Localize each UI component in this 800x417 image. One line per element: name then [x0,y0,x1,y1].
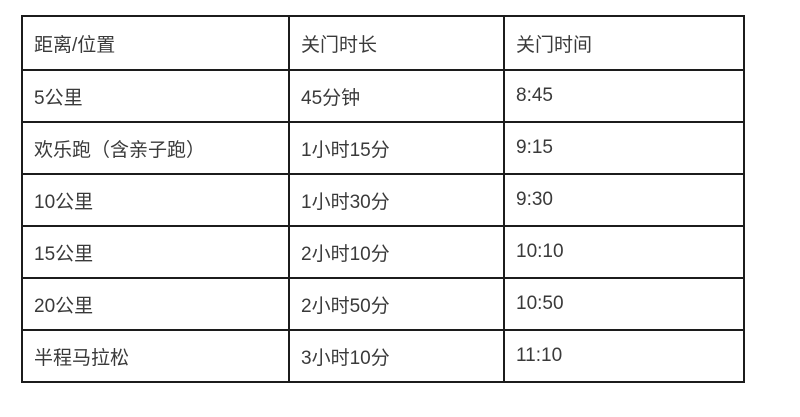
table-row: 半程马拉松 3小时10分 11:10 [21,329,745,383]
cell-distance: 5公里 [21,69,290,123]
header-cell-time: 关门时间 [503,15,745,71]
cell-duration: 1小时15分 [288,121,505,175]
cell-duration: 45分钟 [288,69,505,123]
header-cell-distance: 距离/位置 [21,15,290,71]
cell-time: 8:45 [503,69,745,123]
cell-distance: 半程马拉松 [21,329,290,383]
gate-closing-table: 距离/位置 关门时长 关门时间 5公里 45分钟 8:45 欢乐跑（含亲子跑） … [21,15,745,383]
table-row: 20公里 2小时50分 10:50 [21,277,745,331]
header-cell-duration: 关门时长 [288,15,505,71]
cell-distance: 20公里 [21,277,290,331]
cell-duration: 3小时10分 [288,329,505,383]
table-row: 5公里 45分钟 8:45 [21,69,745,123]
cell-distance: 10公里 [21,173,290,227]
cell-distance: 欢乐跑（含亲子跑） [21,121,290,175]
table-header-row: 距离/位置 关门时长 关门时间 [21,15,745,71]
cell-time: 10:10 [503,225,745,279]
cell-time: 10:50 [503,277,745,331]
cell-distance: 15公里 [21,225,290,279]
table-row: 10公里 1小时30分 9:30 [21,173,745,227]
table-row: 15公里 2小时10分 10:10 [21,225,745,279]
cell-time: 9:15 [503,121,745,175]
cell-duration: 2小时50分 [288,277,505,331]
table-row: 欢乐跑（含亲子跑） 1小时15分 9:15 [21,121,745,175]
cell-time: 9:30 [503,173,745,227]
cell-time: 11:10 [503,329,745,383]
cell-duration: 1小时30分 [288,173,505,227]
cell-duration: 2小时10分 [288,225,505,279]
